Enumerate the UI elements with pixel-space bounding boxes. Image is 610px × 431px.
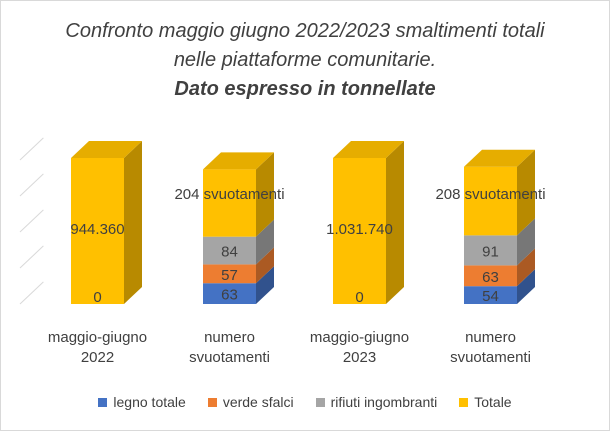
bar-top-c1	[203, 152, 274, 170]
bar-front-c3-s2	[464, 235, 517, 266]
bar-side-c3-s1	[517, 248, 535, 287]
bar-front-c2-s3	[333, 158, 386, 304]
bar-side-c1-s2	[256, 219, 274, 265]
bar-front-c0-s3	[71, 158, 124, 304]
legend-label-rifiuti: rifiuti ingombranti	[330, 394, 438, 410]
chart-title-line-2: nelle piattaforme comunitarie.	[173, 49, 437, 71]
data-label-c1-s0: 63	[221, 287, 238, 304]
bar-front-c3-s1	[464, 265, 517, 287]
bar-side-c0-s3	[124, 141, 142, 304]
category-label-c3-l1: svuotamenti	[450, 349, 531, 366]
category-label-c1-l1: svuotamenti	[189, 349, 270, 366]
data-label-c3-s3: 208 svuotamenti	[435, 186, 545, 203]
legend-swatch-verde	[207, 397, 217, 407]
bar-front-c1-s1	[203, 264, 256, 284]
gridline-depth-4	[19, 137, 44, 161]
category-label-c0-l1: 2022	[81, 349, 114, 366]
legend-label-totale: Totale	[474, 394, 512, 410]
bar-side-c3-s3	[517, 149, 535, 236]
legend-label-legno: legno totale	[113, 394, 186, 410]
bar-front-c1-s2	[203, 236, 256, 265]
legend-item-verde: verde sfalci	[207, 394, 294, 410]
legend-swatch-rifiuti	[315, 397, 325, 407]
data-label-c3-s0: 54	[482, 288, 499, 305]
bar-front-c1-s3	[203, 169, 256, 237]
bar-front-c3-s0	[464, 286, 517, 304]
chart-title-line-3: Dato espresso in tonnellate	[174, 78, 436, 100]
gridline-depth-1	[19, 245, 44, 269]
bar-top-c2	[333, 141, 404, 158]
bar-side-c3-s2	[517, 218, 535, 266]
bar-side-c1-s3	[256, 152, 274, 237]
gridline-depth-2	[19, 209, 44, 233]
bar-front-c3-s3	[464, 166, 517, 236]
legend-label-verde: verde sfalci	[222, 394, 294, 410]
legend-swatch-totale	[459, 397, 469, 407]
data-label-c1-s3: 204 svuotamenti	[174, 186, 284, 203]
gridline-depth-3	[19, 173, 44, 197]
category-label-c2-l1: 2023	[343, 349, 376, 366]
category-label-c0-l0: maggio-giugno	[48, 329, 147, 346]
bar-top-c0	[71, 141, 142, 158]
gridline-depth-0	[19, 281, 44, 305]
legend: legno totale verde sfalci rifiuti ingomb…	[0, 394, 610, 410]
legend-swatch-legno	[98, 397, 108, 407]
bar-side-c1-s1	[256, 247, 274, 284]
category-label-c2-l0: maggio-giugno	[310, 329, 409, 346]
data-label-c0-s3: 944.360	[70, 221, 124, 238]
legend-item-totale: Totale	[459, 394, 512, 410]
bar-side-c1-s0	[256, 266, 274, 304]
category-label-c1-l0: numero	[204, 329, 255, 346]
legend-item-legno: legno totale	[98, 394, 186, 410]
bar-top-c3	[464, 149, 535, 167]
data-label-c2-s0: 0	[355, 289, 363, 306]
bar-front-c1-s0	[203, 283, 256, 304]
bar-side-c2-s3	[386, 141, 404, 304]
chart-title-line-1: Confronto maggio giugno 2022/2023 smalti…	[65, 20, 545, 42]
data-label-c0-s0: 0	[93, 289, 101, 306]
data-label-c1-s2: 84	[221, 244, 238, 261]
legend-item-rifiuti: rifiuti ingombranti	[315, 394, 438, 410]
data-label-c3-s1: 63	[482, 269, 499, 286]
data-label-c3-s2: 91	[482, 243, 499, 260]
data-label-c1-s1: 57	[221, 267, 238, 284]
data-label-c2-s3: 1.031.740	[326, 221, 393, 238]
category-label-c3-l0: numero	[465, 329, 516, 346]
bar-side-c3-s0	[517, 269, 535, 304]
